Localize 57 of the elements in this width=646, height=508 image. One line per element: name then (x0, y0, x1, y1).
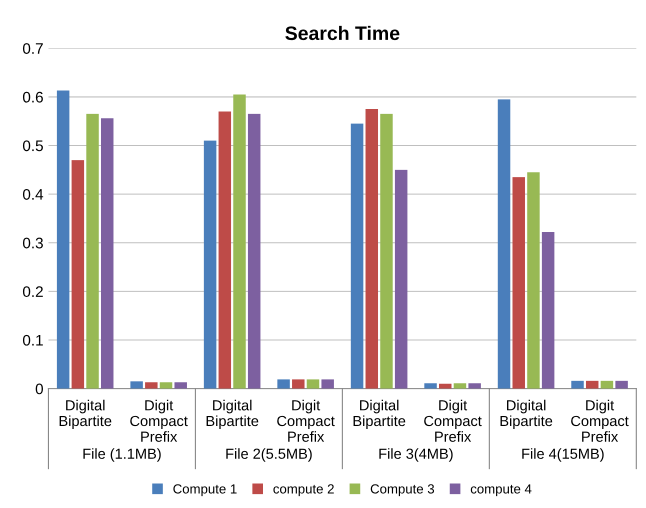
bar (292, 379, 305, 389)
bar (512, 177, 525, 389)
text: File 2(5.5MB) (226, 448, 312, 462)
y-tick-label: 0 (36, 383, 43, 394)
bar (600, 380, 614, 389)
legend-label: Compute 1 (173, 484, 237, 496)
bar (424, 383, 437, 389)
bar (218, 111, 232, 389)
bar (571, 380, 584, 389)
bar (586, 380, 598, 389)
bar (454, 383, 466, 389)
x-tick-label: Digit Compact Prefix (277, 400, 335, 442)
text: File (1.1MB) (83, 448, 161, 462)
y-tick-label: 0.1 (22, 334, 43, 346)
bar (394, 170, 408, 389)
bar (350, 124, 364, 389)
text: File 4(15MB) (522, 448, 604, 462)
bar (321, 379, 334, 389)
bar (380, 114, 393, 389)
x-tick-label: Digit Compact Prefix (571, 400, 629, 442)
y-tick-label: 0.7 (22, 43, 43, 54)
x-tick-label: Digital Bipartite (354, 400, 406, 430)
bar (100, 118, 114, 389)
bar (248, 114, 260, 389)
bar (306, 379, 320, 389)
text: File 3(4MB) (379, 448, 453, 462)
bar (56, 90, 70, 389)
bar (615, 380, 628, 389)
chart-title: Search Time (285, 26, 400, 40)
legend-label: compute 4 (470, 484, 532, 496)
y-tick-label: 0.4 (22, 188, 44, 200)
bar (72, 160, 84, 389)
bar (498, 99, 510, 389)
bar (130, 381, 143, 389)
bar (160, 382, 172, 389)
bar (277, 379, 290, 389)
y-tick-label: 0.2 (22, 286, 43, 298)
legend-label: compute 2 (273, 484, 334, 496)
bar (366, 109, 378, 389)
bar (174, 382, 187, 389)
bar (542, 232, 554, 389)
x-tick-label: Digital Bipartite (60, 400, 112, 430)
bar (468, 383, 481, 389)
y-tick-label: 0.5 (22, 140, 43, 152)
bar (527, 172, 540, 389)
legend-label: Compute 3 (370, 484, 434, 496)
x-tick-label: Digit Compact Prefix (424, 400, 482, 442)
y-tick-label: 0.3 (22, 238, 43, 248)
x-tick-label: Digital Bipartite (206, 400, 258, 430)
bar (233, 94, 246, 389)
x-tick-label: Digital Bipartite (500, 400, 552, 430)
bar (86, 114, 99, 389)
bar (145, 382, 158, 389)
x-tick-label: Digit Compact Prefix (130, 400, 188, 442)
y-tick-label: 0.6 (22, 92, 43, 103)
bar (439, 384, 452, 389)
bar (204, 140, 216, 389)
